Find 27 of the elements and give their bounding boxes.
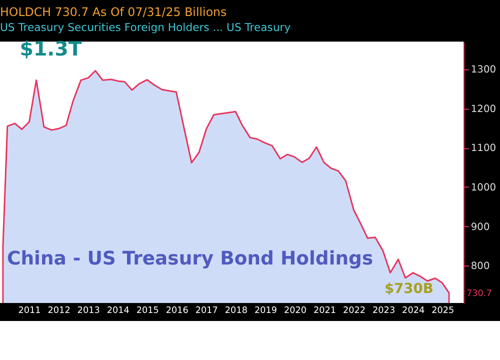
x-tick-label: 2015 (136, 306, 159, 316)
y-tick-label: 800 (470, 261, 490, 272)
annotation: $1.3T (20, 37, 82, 60)
y-tick-label: 1200 (470, 104, 496, 115)
x-tick-label: 2021 (313, 306, 336, 316)
text: 730.7 (466, 289, 492, 300)
x-tick-label: 2017 (195, 306, 218, 316)
text: China - US Treasury Bond Holdings (6, 248, 374, 270)
annotation: $730B (384, 281, 434, 298)
x-tick-label: 2012 (48, 306, 70, 316)
y-tick-label: 1000 (470, 182, 496, 194)
x-tick-label: 2011 (18, 306, 41, 316)
x-tick-label: 2013 (77, 306, 100, 316)
y-tick-label: 1300 (470, 64, 496, 76)
y-tick-label: 1100 (470, 143, 496, 154)
x-tick-label: 2023 (372, 306, 396, 316)
x-tick-label: 2020 (284, 306, 307, 316)
x-tick-label: 2025 (432, 306, 454, 316)
y-tick-label: 900 (470, 222, 490, 233)
x-tick-label: 2022 (343, 306, 366, 316)
x-tick-label: 2019 (254, 306, 278, 316)
text: HOLDCH 730.7 As Of 07/31/25 Billions (0, 5, 227, 20)
x-tick-label: 2024 (402, 306, 425, 316)
x-tick-label: 2014 (106, 306, 130, 316)
chart-subtitle: US Treasury Securities Foreign Holders ... US Treasury (0, 20, 292, 34)
x-tick-label: 2018 (224, 306, 248, 316)
x-tick-label: 2016 (166, 306, 189, 316)
